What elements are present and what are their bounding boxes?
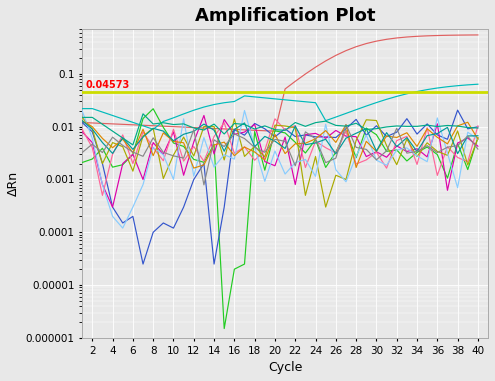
Title: Amplification Plot: Amplification Plot [195,7,375,25]
Text: 0.04573: 0.04573 [85,80,129,90]
Y-axis label: ΔRn: ΔRn [7,171,20,196]
X-axis label: Cycle: Cycle [268,361,302,374]
